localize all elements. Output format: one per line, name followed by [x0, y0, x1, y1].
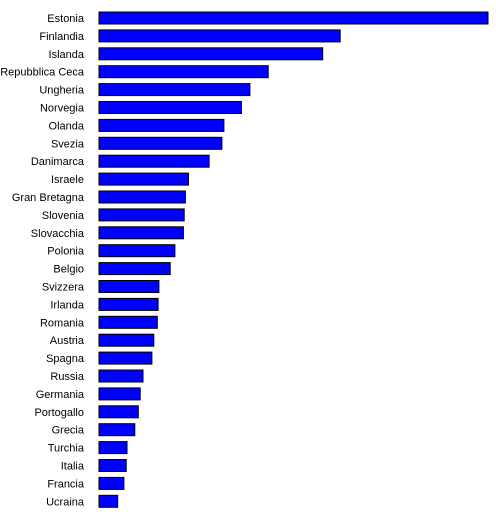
bar: [98, 369, 144, 383]
category-label: Grecia: [52, 425, 85, 437]
category-label: Ucraina: [46, 496, 85, 508]
bar: [98, 459, 127, 472]
bar: [98, 476, 125, 490]
bar: [98, 47, 324, 61]
category-label: Finlandia: [39, 31, 85, 43]
bar: [98, 101, 242, 114]
category-label: Germania: [36, 389, 85, 401]
category-label: Slovacchia: [31, 228, 85, 240]
category-label: Israele: [51, 174, 84, 186]
bar: [98, 29, 341, 43]
category-label: Estonia: [47, 13, 85, 25]
category-label: Russia: [50, 371, 85, 383]
category-label: Repubblica Ceca: [0, 67, 85, 79]
bar: [98, 262, 171, 276]
category-label: Svezia: [51, 138, 85, 150]
category-label: Portogallo: [34, 407, 84, 419]
category-label: Danimarca: [31, 156, 85, 168]
bar: [98, 405, 139, 419]
bar: [98, 351, 153, 365]
bar: [98, 118, 225, 132]
bar: [98, 423, 136, 437]
category-label: Italia: [61, 461, 85, 473]
bar: [98, 208, 185, 222]
category-label: Slovenia: [42, 210, 85, 222]
category-label: Ungheria: [39, 85, 85, 97]
category-label: Islanda: [49, 49, 85, 61]
category-labels: Estonia Finlandia Islanda Repubblica Ceca Un…: [0, 13, 85, 508]
bar: [98, 190, 186, 204]
bar: [98, 494, 119, 508]
category-label: Belgio: [53, 264, 84, 276]
bar: [98, 244, 176, 258]
bar: [98, 154, 210, 168]
bar: [98, 387, 141, 401]
category-label: Turchia: [48, 443, 85, 455]
bar: [98, 226, 184, 240]
bar: [98, 297, 159, 311]
category-label: Romania: [40, 317, 85, 329]
category-label: Irlanda: [50, 299, 85, 311]
bar: [98, 315, 158, 329]
bar: [98, 136, 223, 150]
bars: [98, 11, 489, 508]
category-label: Polonia: [47, 246, 85, 258]
bar: [98, 65, 269, 79]
bar: [98, 83, 251, 97]
bar: [98, 333, 155, 347]
category-label: Norvegia: [40, 103, 85, 115]
bar: [98, 11, 489, 25]
category-label: Francia: [47, 478, 85, 490]
bar: [98, 172, 189, 186]
category-label: Spagna: [46, 353, 85, 365]
category-label: Svizzera: [42, 282, 85, 294]
category-label: Gran Bretagna: [12, 192, 85, 204]
bar: [98, 441, 128, 455]
category-label: Austria: [50, 335, 85, 347]
category-label: Olanda: [49, 120, 85, 132]
bar: [98, 280, 160, 293]
